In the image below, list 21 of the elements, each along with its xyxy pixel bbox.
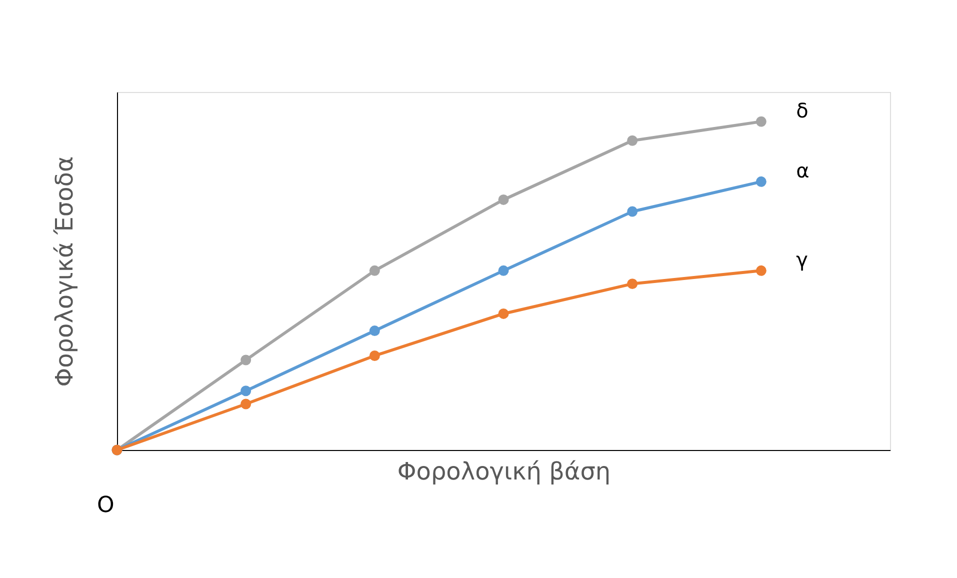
point — [627, 135, 638, 146]
point — [627, 278, 638, 290]
point — [756, 176, 766, 187]
series-label: α — [796, 158, 810, 183]
point — [240, 386, 252, 396]
text: O — [97, 493, 114, 518]
point — [369, 265, 380, 276]
point — [369, 350, 380, 361]
point — [498, 265, 509, 276]
point — [369, 326, 380, 336]
point — [498, 308, 509, 319]
point — [756, 265, 766, 276]
x-axis-title: Φορολογική βάση — [397, 458, 611, 486]
point — [240, 398, 252, 410]
series-label: δ — [796, 98, 808, 123]
series-label: γ — [796, 248, 808, 272]
point — [498, 194, 509, 205]
point — [627, 206, 638, 217]
y-axis-title: Φορολογικά Έσοδα — [50, 156, 78, 387]
point — [756, 116, 766, 127]
point — [240, 354, 252, 366]
